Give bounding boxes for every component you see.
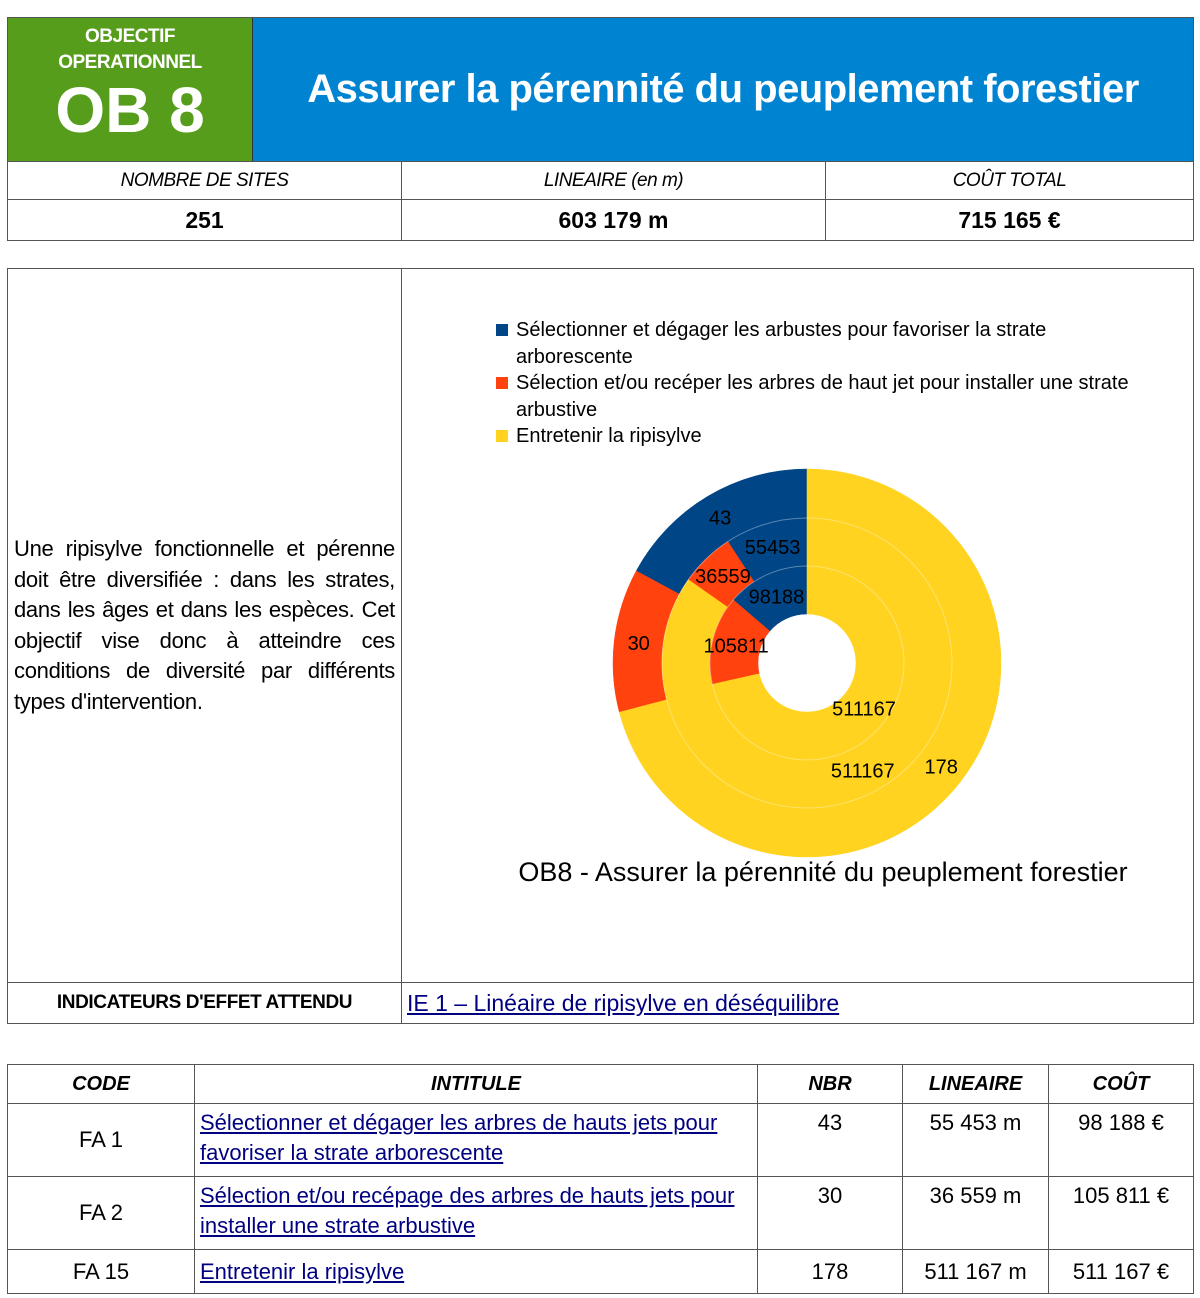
objective-title: Assurer la pérennité du peuplement fores…: [253, 18, 1193, 161]
legend-swatch: [496, 430, 508, 442]
cell-lineaire: 511 167 m: [902, 1249, 1049, 1294]
objective-detail: Une ripisylve fonctionnelle et pérenne d…: [7, 268, 1194, 1024]
summary-value: 251: [8, 200, 402, 240]
cell-code: FA 1: [7, 1103, 195, 1177]
ring-divider: [661, 517, 953, 809]
data-label: 511167: [831, 760, 895, 782]
col-title: INTITULE: [194, 1064, 758, 1104]
cell-cost: 511 167 €: [1048, 1249, 1194, 1294]
legend-swatch: [496, 324, 508, 336]
data-label: 30: [628, 633, 650, 655]
col-lineaire: LINEAIRE: [902, 1064, 1049, 1104]
cell-cost: 98 188 €: [1048, 1103, 1194, 1177]
action-link[interactable]: Sélection et/ou recépage des arbres de h…: [200, 1183, 735, 1238]
objective-label: OBJECTIF OPERATIONNEL: [58, 26, 202, 73]
data-label: 55453: [745, 537, 801, 559]
objective-description: Une ripisylve fonctionnelle et pérenne d…: [8, 269, 402, 982]
objective-code-block: OBJECTIF OPERATIONNEL OB 8: [8, 18, 253, 161]
summary-value: 715 165 €: [958, 206, 1061, 233]
data-label: 43: [709, 507, 731, 529]
data-label: 36559: [695, 566, 751, 588]
chart-legend: Sélectionner et dégager les arbustes pou…: [496, 317, 1136, 450]
legend-swatch: [496, 377, 508, 389]
cell-lineaire: 36 559 m: [902, 1176, 1049, 1250]
summary-values: 251 603 179 m 715 165 €: [8, 199, 1193, 240]
table-row: FA 15 Entretenir la ripisylve 178 511 16…: [7, 1249, 1194, 1294]
description-text: Une ripisylve fonctionnelle et pérenne d…: [14, 536, 395, 714]
table-header: CODE INTITULE NBR LINEAIRE COÛT: [7, 1064, 1194, 1104]
donut-chart: 43 30 178 55453 36559 511167 98188 105811 511167: [612, 468, 1002, 858]
data-label: 105811: [704, 635, 769, 657]
col-nbr: NBR: [757, 1064, 903, 1104]
legend-item: Sélectionner et dégager les arbustes pou…: [496, 317, 1136, 370]
table-row: FA 2 Sélection et/ou recépage des arbres…: [7, 1176, 1194, 1250]
summary-label: NOMBRE DE SITES: [8, 162, 402, 199]
actions-table: CODE INTITULE NBR LINEAIRE COÛT FA 1 Sél…: [7, 1064, 1194, 1294]
indicator-link[interactable]: IE 1 – Linéaire de ripisylve en déséquil…: [407, 989, 840, 1016]
ring-divider: [709, 565, 905, 761]
legend-item: Entretenir la ripisylve: [496, 423, 1136, 450]
cell-cost: 105 811 €: [1048, 1176, 1194, 1250]
col-cost: COÛT: [1048, 1064, 1194, 1104]
col-code: CODE: [7, 1064, 195, 1104]
cell-code: FA 2: [7, 1176, 195, 1250]
cell-lineaire: 55 453 m: [902, 1103, 1049, 1177]
summary-value: 603 179 m: [402, 200, 826, 240]
cell-nbr: 43: [757, 1103, 903, 1177]
legend-label: Sélectionner et dégager les arbustes pou…: [516, 319, 1047, 368]
data-label: 511167: [832, 699, 896, 721]
cell-nbr: 178: [757, 1249, 903, 1294]
data-label: 178: [925, 757, 958, 779]
action-link[interactable]: Entretenir la ripisylve: [200, 1258, 405, 1284]
chart-title: OB8 - Assurer la pérennité du peuplement…: [518, 857, 1128, 887]
indicators-label: INDICATEURS D'EFFET ATTENDU: [8, 983, 402, 1023]
donut-segment: [712, 565, 905, 761]
action-link[interactable]: Sélectionner et dégager les arbres de ha…: [200, 1110, 718, 1165]
summary-labels: NOMBRE DE SITES LINEAIRE (en m) COÛT TOT…: [8, 161, 1193, 199]
legend-label: Sélection et/ou recéper les arbres de ha…: [516, 372, 1129, 421]
indicators-row: INDICATEURS D'EFFET ATTENDU IE 1 – Linéa…: [8, 982, 1193, 1023]
cell-code: FA 15: [7, 1249, 195, 1294]
summary-label: COÛT TOTAL: [952, 169, 1067, 191]
data-label: 98188: [749, 587, 805, 609]
table-row: FA 1 Sélectionner et dégager les arbres …: [7, 1103, 1194, 1177]
summary-label: LINEAIRE (en m): [402, 162, 826, 199]
legend-label: Entretenir la ripisylve: [516, 425, 702, 447]
legend-item: Sélection et/ou recéper les arbres de ha…: [496, 370, 1136, 423]
objective-header: OBJECTIF OPERATIONNEL OB 8 Assurer la pé…: [7, 17, 1194, 241]
objective-code: OB 8: [55, 74, 205, 146]
cell-nbr: 30: [757, 1176, 903, 1250]
